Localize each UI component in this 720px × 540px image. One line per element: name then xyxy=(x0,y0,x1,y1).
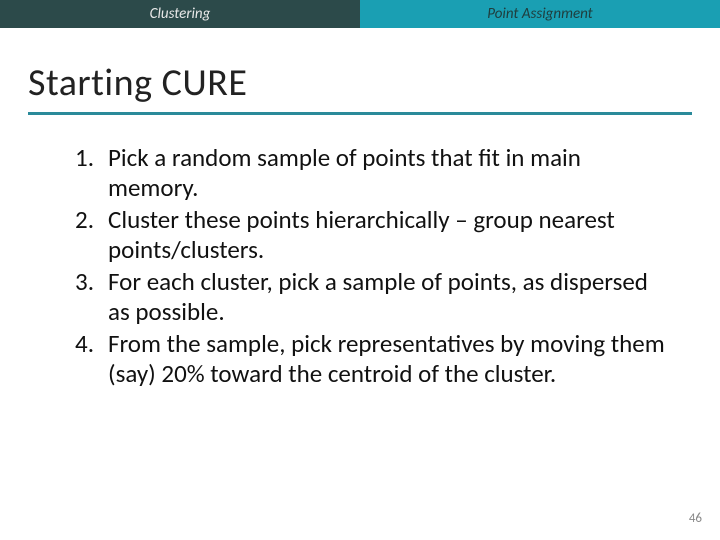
list-item: From the sample, pick representatives by… xyxy=(50,329,670,389)
header-left-tab: Clustering xyxy=(0,0,360,28)
list-item: Cluster these points hierarchically – gr… xyxy=(50,205,670,265)
list-item-text: Cluster these points hierarchically – gr… xyxy=(108,205,670,265)
list-item-text: For each cluster, pick a sample of point… xyxy=(108,267,670,327)
header-right-tab: Point Assignment xyxy=(360,0,720,28)
page-number: 46 xyxy=(689,511,702,526)
title-block: Starting CURE xyxy=(28,60,692,115)
page-title: Starting CURE xyxy=(28,60,692,106)
list-item-text: From the sample, pick representatives by… xyxy=(108,329,670,389)
header-bar: Clustering Point Assignment xyxy=(0,0,720,28)
list-item-text: Pick a random sample of points that fit … xyxy=(108,143,670,203)
title-underline xyxy=(28,112,692,115)
slide: Clustering Point Assignment Starting CUR… xyxy=(0,0,720,540)
content-list: Pick a random sample of points that fit … xyxy=(50,143,670,389)
list-item: For each cluster, pick a sample of point… xyxy=(50,267,670,327)
list-item: Pick a random sample of points that fit … xyxy=(50,143,670,203)
